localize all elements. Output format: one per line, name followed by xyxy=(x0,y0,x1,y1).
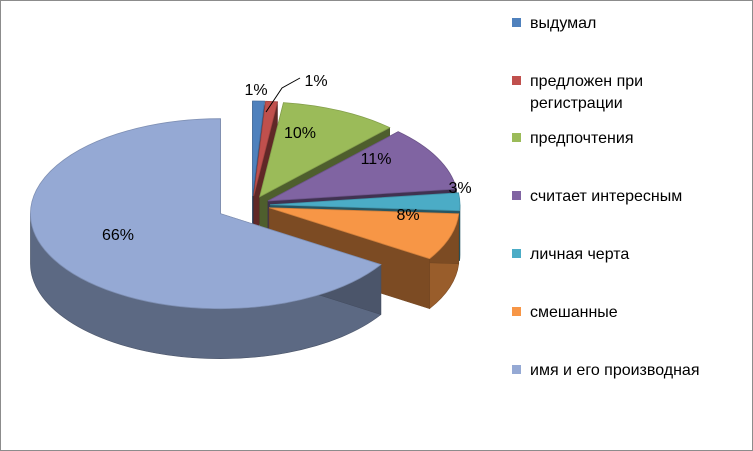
legend-label-4-0: личная черта xyxy=(530,246,629,263)
legend-label-6-0: имя и его производная xyxy=(530,362,700,379)
legend: выдумал предложен при регистрации предпочте… xyxy=(512,15,700,379)
legend-swatch-6 xyxy=(512,365,521,374)
slice-5 xyxy=(268,207,460,260)
legend-label-3-0: считает интересным xyxy=(530,188,682,205)
legend-label-0-0: выдумал xyxy=(530,15,596,32)
legend-item-0: выдумал xyxy=(512,15,596,32)
legend-swatch-5 xyxy=(512,307,521,316)
slice-6 xyxy=(30,118,382,310)
legend-label-1-0: предложен при xyxy=(530,73,643,90)
legend-item-5: смешанные xyxy=(512,304,618,321)
data-label-2: 10% xyxy=(284,125,316,142)
legend-label-5-0: смешанные xyxy=(530,304,618,321)
legend-swatch-1 xyxy=(512,76,521,85)
data-label-0: 1% xyxy=(244,82,267,99)
legend-label-1-1: регистрации xyxy=(530,95,623,112)
pie-top-layer xyxy=(30,100,461,310)
slice-0 xyxy=(252,100,265,197)
legend-swatch-0 xyxy=(512,18,521,27)
data-label-6: 66% xyxy=(102,227,134,244)
legend-swatch-3 xyxy=(512,191,521,200)
legend-label-2-0: предпочтения xyxy=(530,130,633,147)
legend-item-3: считает интересным xyxy=(512,188,682,205)
legend-swatch-4 xyxy=(512,249,521,258)
data-labels: 1% 1% 10% 11% 3% 8% 66% xyxy=(102,73,472,244)
data-label-3: 11% xyxy=(361,151,392,168)
leader-line xyxy=(265,77,301,113)
slice-2 xyxy=(259,102,391,198)
legend-item-2: предпочтения xyxy=(512,130,633,147)
legend-item-1: предложен при регистрации xyxy=(512,73,643,112)
data-label-4: 3% xyxy=(448,180,471,197)
data-label-5: 8% xyxy=(396,207,419,224)
legend-swatch-2 xyxy=(512,133,521,142)
slice-3 xyxy=(267,131,458,202)
slice-4 xyxy=(269,192,461,212)
slice-1 xyxy=(253,100,279,197)
legend-item-6: имя и его производная xyxy=(512,362,700,379)
data-label-1: 1% xyxy=(304,73,327,90)
legend-item-4: личная черта xyxy=(512,246,629,263)
